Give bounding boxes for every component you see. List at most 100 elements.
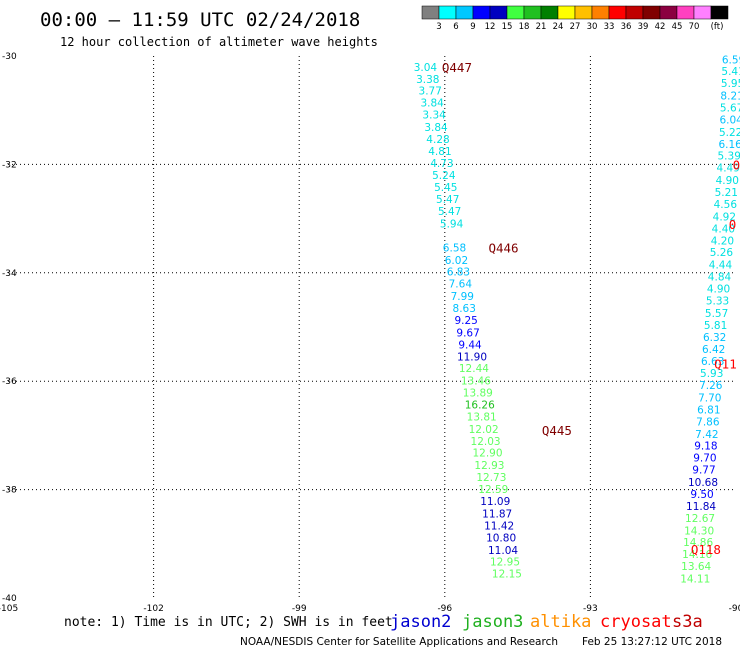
colorbar-swatch <box>506 5 525 20</box>
swh-point: 9.77 <box>692 465 715 477</box>
legend-altika: altika <box>530 612 591 632</box>
track-label: Q446 <box>488 240 518 255</box>
swh-point: 12.59 <box>478 484 508 496</box>
track-label: Q445 <box>542 423 572 438</box>
swh-point: 5.47 <box>436 194 459 206</box>
footer-credit: NOAA/NESDIS Center for Satellite Applica… <box>240 636 558 648</box>
x-tick-label: -96 <box>437 604 452 614</box>
swh-point: 11.42 <box>484 520 514 532</box>
swh-point: 9.50 <box>690 489 713 501</box>
footer-timestamp: Feb 25 13:27:12 UTC 2018 <box>582 636 722 648</box>
swh-point: 13.46 <box>461 376 491 388</box>
swh-point: 11.04 <box>488 545 518 557</box>
colorbar-label: 39 <box>638 22 649 32</box>
swh-point: 12.67 <box>685 513 715 525</box>
swh-point: 6.42 <box>702 344 725 356</box>
swh-point: 4.73 <box>430 158 453 170</box>
colorbar-swatch <box>659 5 678 20</box>
swh-point: 5.21 <box>715 187 738 199</box>
grid <box>8 56 736 598</box>
swh-point: 13.64 <box>681 561 711 573</box>
swh-point: 3.84 <box>424 122 448 134</box>
swh-point: 12.15 <box>492 569 522 581</box>
swh-point: 6.58 <box>443 242 466 254</box>
y-tick-label: -36 <box>2 377 17 387</box>
colorbar-label: 15 <box>502 22 513 32</box>
swh-point: 14.86 <box>683 537 713 549</box>
x-tick-label: -99 <box>292 604 307 614</box>
swh-point: 5.24 <box>432 170 456 182</box>
track-labels: Q447 Q446 Q445 Q118 Q11 0 0 <box>442 60 740 557</box>
swh-point: 6.16 <box>718 139 740 151</box>
legend-cryosat: cryosat <box>600 612 672 632</box>
colorbar-label: 6 <box>453 22 458 32</box>
colorbar-label: 18 <box>519 22 530 32</box>
swh-point: 7.64 <box>449 279 473 291</box>
y-tick-label: -32 <box>2 160 17 170</box>
swh-point: 16.26 <box>465 400 495 412</box>
colorbar-label: 70 <box>689 22 700 32</box>
colorbar-swatch <box>591 5 610 20</box>
swh-point: 11.90 <box>457 351 487 363</box>
colorbar: 3 6 9 12 15 18 21 24 27 30 33 36 39 42 45 70 (ft) <box>421 5 729 32</box>
colorbar-label: 36 <box>621 22 632 32</box>
colorbar-unit: (ft) <box>711 22 724 32</box>
swh-point: 5.67 <box>720 102 740 114</box>
swh-point: 5.94 <box>440 218 464 230</box>
colorbar-swatch <box>676 5 695 20</box>
swh-point: 12.95 <box>490 557 520 569</box>
track-label: Q118 <box>691 542 721 557</box>
swh-point: 4.81 <box>428 146 451 158</box>
colorbar-swatch <box>455 5 474 20</box>
swh-point: 5.95 <box>721 78 740 90</box>
swh-point: 7.26 <box>699 380 723 392</box>
legend-jason3: jason3 <box>462 612 523 632</box>
chart-title: 00:00 – 11:59 UTC 02/24/2018 <box>40 9 360 31</box>
colorbar-swatch <box>608 5 627 20</box>
swh-point: 4.44 <box>709 260 733 272</box>
swh-point: 9.70 <box>693 453 716 465</box>
chart-subtitle: 12 hour collection of altimeter wave hei… <box>60 35 378 49</box>
y-tick-label: -34 <box>2 269 17 279</box>
swh-point: 5.33 <box>706 295 729 307</box>
swh-point: 6.63 <box>701 356 724 368</box>
swh-point: 6.32 <box>703 332 726 344</box>
swh-point: 13.81 <box>467 411 497 423</box>
legend-s3a: s3a <box>672 612 703 632</box>
colorbar-swatch <box>693 5 712 20</box>
swh-point: 4.40 <box>712 223 735 235</box>
swh-point: 11.09 <box>480 496 510 508</box>
data-points: 3.043.383.773.843.343.844.284.814.735.24… <box>414 54 740 585</box>
satellite-legend: jason2 jason3 altika cryosat s3a <box>390 612 703 632</box>
colorbar-label: 33 <box>604 22 615 32</box>
colorbar-swatch <box>642 5 661 20</box>
swh-point: 14.16 <box>682 549 712 561</box>
track-label: 0 <box>729 217 737 232</box>
colorbar-swatch <box>625 5 644 20</box>
colorbar-swatch <box>710 5 729 20</box>
swh-point: 4.20 <box>711 235 734 247</box>
swh-point: 14.30 <box>684 525 714 537</box>
swh-point: 4.92 <box>713 211 736 223</box>
swh-point: 11.87 <box>482 508 512 520</box>
swh-point: 7.86 <box>696 416 720 428</box>
x-tick-label: -105 <box>0 604 18 614</box>
swh-point: 7.70 <box>698 392 721 404</box>
colorbar-swatch <box>421 5 440 20</box>
colorbar-label: 3 <box>436 22 441 32</box>
colorbar-swatch <box>557 5 576 20</box>
swh-point: 5.57 <box>705 308 728 320</box>
colorbar-swatch <box>540 5 559 20</box>
swh-point: 9.25 <box>454 315 477 327</box>
swh-point: 13.89 <box>463 388 493 400</box>
y-tick-label: -38 <box>2 486 17 496</box>
colorbar-label: 21 <box>536 22 547 32</box>
track-label: 0 <box>733 157 740 172</box>
swh-point: 4.84 <box>708 272 732 284</box>
legend-jason2: jason2 <box>390 612 451 632</box>
swh-point: 10.68 <box>688 477 718 489</box>
swh-point: 10.80 <box>486 532 516 544</box>
colorbar-swatch <box>438 5 457 20</box>
swh-point: 8.63 <box>453 303 476 315</box>
colorbar-label: 24 <box>553 22 564 32</box>
